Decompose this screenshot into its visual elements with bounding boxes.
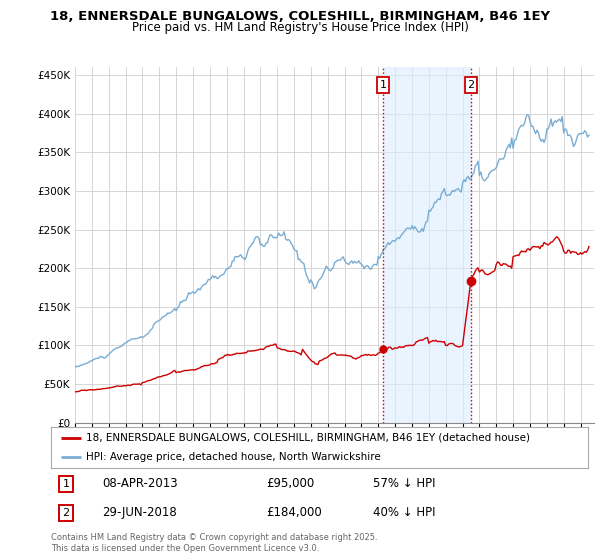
Text: HPI: Average price, detached house, North Warwickshire: HPI: Average price, detached house, Nort… bbox=[86, 452, 380, 462]
Text: Contains HM Land Registry data © Crown copyright and database right 2025.
This d: Contains HM Land Registry data © Crown c… bbox=[51, 533, 377, 553]
Bar bbox=[383, 67, 471, 423]
Text: £95,000: £95,000 bbox=[266, 478, 314, 491]
Text: 2: 2 bbox=[467, 80, 475, 90]
Text: Price paid vs. HM Land Registry's House Price Index (HPI): Price paid vs. HM Land Registry's House … bbox=[131, 21, 469, 34]
Text: £184,000: £184,000 bbox=[266, 506, 322, 519]
Text: 1: 1 bbox=[62, 479, 70, 489]
Text: 2: 2 bbox=[62, 508, 70, 518]
Text: 40% ↓ HPI: 40% ↓ HPI bbox=[373, 506, 436, 519]
Text: 29-JUN-2018: 29-JUN-2018 bbox=[102, 506, 177, 519]
Text: 18, ENNERSDALE BUNGALOWS, COLESHILL, BIRMINGHAM, B46 1EY (detached house): 18, ENNERSDALE BUNGALOWS, COLESHILL, BIR… bbox=[86, 433, 530, 443]
Text: 18, ENNERSDALE BUNGALOWS, COLESHILL, BIRMINGHAM, B46 1EY: 18, ENNERSDALE BUNGALOWS, COLESHILL, BIR… bbox=[50, 10, 550, 22]
Text: 57% ↓ HPI: 57% ↓ HPI bbox=[373, 478, 436, 491]
Text: 08-APR-2013: 08-APR-2013 bbox=[102, 478, 178, 491]
Text: 1: 1 bbox=[379, 80, 386, 90]
